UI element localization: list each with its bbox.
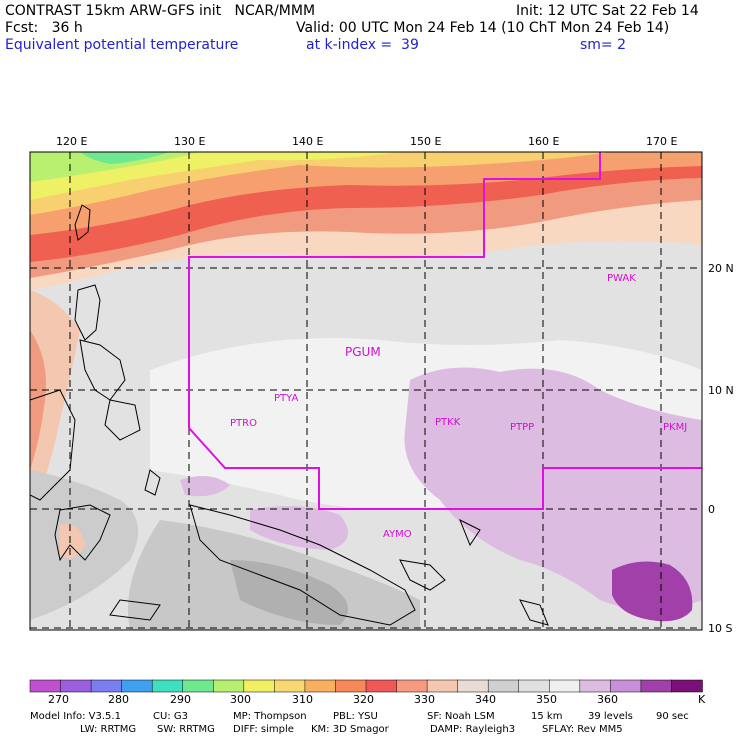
lon-label-130e: 130 E <box>174 135 206 148</box>
model-title: CONTRAST 15km ARW-GFS init NCAR/MMM <box>5 3 316 19</box>
init-time: Init: 12 UTC Sat 22 Feb 14 <box>516 3 699 19</box>
colorbar-swatch <box>549 679 581 693</box>
colorbar-label: 290 <box>170 693 191 706</box>
forecast-hour: Fcst: 36 h <box>5 20 83 36</box>
km-option: KM: 3D Smagor <box>311 724 389 735</box>
cumulus-scheme: CU: G3 <box>153 711 188 722</box>
colorbar-unit: K <box>698 693 706 706</box>
damping: DAMP: Rayleigh3 <box>430 724 516 735</box>
colorbar-swatch <box>60 679 92 693</box>
colorbar-swatch <box>457 679 489 693</box>
colorbar-swatch <box>274 679 306 693</box>
lat-label-10s: 10 S <box>708 622 733 635</box>
region-boundary <box>188 152 702 510</box>
colorbar-swatch <box>365 679 398 693</box>
colorbar-label: 300 <box>230 693 251 706</box>
colorbar-label: 340 <box>475 693 496 706</box>
station-label: PTYA <box>274 393 299 404</box>
colorbar-swatch <box>213 679 245 693</box>
model-info: Model Info: V3.5.1 <box>30 711 121 722</box>
colorbar-label: 270 <box>48 693 69 706</box>
colorbar-swatch <box>518 679 551 693</box>
lon-label-120e: 120 E <box>56 135 88 148</box>
valid-time: Valid: 00 UTC Mon 24 Feb 14 (10 ChT Mon … <box>296 20 670 36</box>
theta-e-field <box>30 152 702 630</box>
resolution: 15 km <box>531 711 563 722</box>
colorbar-swatch <box>29 679 62 693</box>
colorbar-swatch <box>579 679 612 693</box>
vertical-levels: 39 levels <box>588 711 633 722</box>
colorbar-label: 320 <box>353 693 374 706</box>
lat-label-10n: 10 N <box>708 384 734 397</box>
shortwave-scheme: SW: RRTMG <box>157 724 215 735</box>
colorbar-swatch <box>304 679 337 693</box>
lon-label-160e: 160 E <box>528 135 560 148</box>
lon-label-150e: 150 E <box>410 135 442 148</box>
colorbar-label: 330 <box>414 693 435 706</box>
colorbar-label: 310 <box>292 693 313 706</box>
surface-layer: SFLAY: Rev MM5 <box>542 724 623 735</box>
colorbar-swatch <box>121 679 153 693</box>
level-label: at k-index = 39 <box>306 37 419 53</box>
pbl-scheme: PBL: YSU <box>333 711 378 722</box>
colorbar-swatch <box>182 679 215 693</box>
lon-label-140e: 140 E <box>292 135 324 148</box>
smoothing-label: sm= 2 <box>580 37 627 53</box>
station-label: PWAK <box>607 273 636 284</box>
plot-frame <box>29 151 703 631</box>
colorbar-label: 350 <box>536 693 557 706</box>
colorbar-swatch <box>243 679 276 693</box>
colorbar-swatch <box>396 679 428 693</box>
colorbar-swatch <box>610 679 642 693</box>
colorbar <box>29 679 703 693</box>
colorbar-swatch <box>151 679 184 693</box>
microphysics-scheme: MP: Thompson <box>233 711 307 722</box>
longwave-scheme: LW: RRTMG <box>80 724 137 735</box>
colorbar-label: 280 <box>108 693 129 706</box>
field-name: Equivalent potential temperature <box>5 37 239 53</box>
colorbar-swatch <box>90 679 123 693</box>
station-label: PTPP <box>510 422 535 433</box>
station-label: PTRO <box>230 418 257 429</box>
timestep: 90 sec <box>656 711 689 722</box>
colorbar-label: 360 <box>597 693 618 706</box>
station-label: PKMJ <box>663 422 688 433</box>
colorbar-swatch <box>671 679 703 693</box>
lat-label-20n: 20 N <box>708 262 734 275</box>
station-label: PGUM <box>345 345 381 359</box>
station-label: AYMO <box>383 529 412 540</box>
colorbar-swatch <box>487 679 520 693</box>
graticule <box>30 152 702 630</box>
colorbar-swatch <box>426 679 459 693</box>
surface-scheme: SF: Noah LSM <box>427 711 495 722</box>
diffusion: DIFF: simple <box>233 724 294 735</box>
lat-label-0: 0 <box>708 503 715 516</box>
station-label: PTKK <box>435 417 461 428</box>
lon-label-170e: 170 E <box>646 135 678 148</box>
colorbar-swatch <box>335 679 367 693</box>
colorbar-swatch <box>640 679 673 693</box>
